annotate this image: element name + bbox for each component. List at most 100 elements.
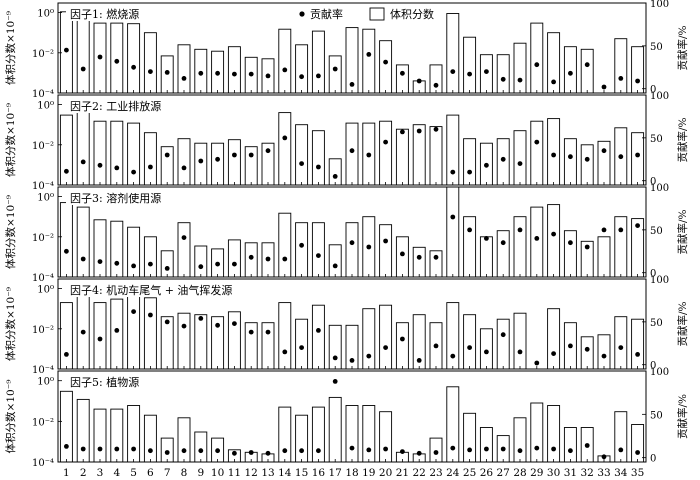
contribution-dot — [349, 445, 355, 451]
contribution-dot — [114, 58, 120, 64]
contribution-dot — [601, 454, 607, 460]
volume-bar — [446, 13, 460, 94]
volume-bar — [463, 216, 477, 278]
contribution-dot — [584, 346, 590, 352]
x-tick-label: 29 — [530, 467, 543, 479]
volume-bar — [278, 406, 292, 463]
volume-bar — [429, 64, 443, 94]
contribution-dot — [500, 156, 506, 162]
volume-bar — [295, 318, 309, 370]
contribution-dot — [551, 79, 556, 85]
volume-bar — [160, 250, 174, 278]
left-axis-label: 体积分数×10⁻⁹ — [4, 287, 17, 361]
x-tick-label: 17 — [329, 467, 342, 479]
volume-bar — [631, 46, 645, 94]
contribution-dot — [148, 261, 153, 267]
contribution-dot — [400, 449, 405, 454]
contribution-dot — [215, 156, 221, 162]
contribution-dot — [265, 256, 271, 262]
volume-bar — [429, 126, 443, 186]
legend-dot-label: 贡献率 — [310, 7, 343, 21]
volume-bar — [227, 311, 241, 370]
contribution-dot — [484, 69, 489, 74]
contribution-dot — [467, 227, 472, 233]
x-tick-label: 23 — [429, 467, 442, 479]
left-axis-label: 体积分数×10⁻⁹ — [4, 11, 17, 85]
volume-bar — [614, 38, 628, 94]
volume-bar — [244, 146, 258, 186]
contribution-dot — [584, 244, 590, 250]
x-tick-label: 1 — [63, 467, 70, 479]
x-tick-label: 15 — [295, 467, 308, 479]
contribution-dot — [248, 254, 254, 260]
contribution-dot — [316, 448, 321, 454]
volume-bar — [547, 405, 561, 463]
contribution-dot — [366, 447, 372, 453]
panel-title: 因子1: 燃烧源 — [70, 7, 139, 21]
contribution-dot — [534, 360, 540, 366]
contribution-dot — [164, 70, 170, 75]
right-axis-label: 贡献率/% — [676, 301, 689, 346]
right-tick-label: 100 — [650, 183, 669, 194]
volume-bar — [463, 138, 477, 186]
right-axis-label: 贡献率/% — [676, 117, 689, 162]
contribution-dot — [164, 152, 170, 158]
x-tick-label: 30 — [547, 467, 560, 479]
volume-bar — [379, 224, 393, 278]
x-tick-label: 14 — [278, 467, 292, 479]
x-tick-label: 16 — [312, 467, 326, 479]
volume-bar — [429, 250, 443, 278]
contribution-dot — [299, 448, 304, 454]
contribution-dot — [64, 444, 69, 449]
contribution-dot — [131, 263, 137, 269]
right-tick-label: 0 — [650, 361, 656, 372]
contribution-dot — [349, 148, 355, 154]
contribution-dot — [248, 152, 254, 158]
volume-bar — [614, 411, 628, 463]
contribution-dot — [400, 251, 405, 257]
contribution-dot — [433, 126, 439, 132]
volume-bar — [395, 64, 409, 94]
volume-bar — [496, 54, 510, 94]
volume-bar — [446, 386, 460, 463]
contribution-dot — [366, 152, 372, 158]
contribution-dot — [450, 445, 456, 451]
volume-bar — [379, 40, 393, 94]
x-tick-label: 26 — [480, 467, 494, 479]
contribution-dot — [80, 159, 86, 165]
x-tick-label: 25 — [463, 467, 476, 479]
contribution-dot — [299, 345, 304, 350]
volume-bar — [127, 23, 141, 94]
volume-bar — [530, 206, 544, 278]
contribution-dot — [366, 244, 372, 250]
contribution-dot — [349, 240, 355, 246]
contribution-dot — [265, 450, 271, 456]
volume-bar — [93, 120, 107, 186]
volume-bar — [328, 244, 342, 278]
contribution-dot — [316, 164, 321, 170]
volume-bar — [429, 437, 443, 463]
contribution-dot — [534, 62, 540, 68]
volume-bar — [160, 146, 174, 186]
panel-3: 10⁻⁴ 10⁻² 10⁰ 0 50 100 因子3: 溶剂使用源 体积分数×10⁻⁹ 贡献率/… — [4, 183, 689, 284]
volume-bar — [295, 222, 309, 278]
contribution-dot — [64, 248, 69, 254]
x-tick-label: 3 — [97, 467, 104, 479]
contribution-dot — [416, 128, 422, 134]
volume-bar — [328, 396, 342, 463]
x-tick-label: 10 — [211, 467, 224, 479]
contribution-dot — [131, 169, 137, 175]
contribution-dot — [232, 450, 237, 456]
volume-bar — [311, 222, 325, 278]
contribution-dot — [517, 349, 523, 355]
left-tick-label: 10⁻² — [32, 233, 54, 244]
contribution-dot — [80, 446, 86, 452]
contribution-dot — [450, 69, 456, 74]
volume-bar — [143, 414, 157, 463]
volume-bar — [530, 120, 544, 186]
volume-bar — [311, 304, 325, 370]
panel-title: 因子3: 溶剂使用源 — [70, 191, 161, 205]
x-tick-label: 8 — [181, 467, 188, 479]
contribution-dot — [316, 328, 321, 333]
